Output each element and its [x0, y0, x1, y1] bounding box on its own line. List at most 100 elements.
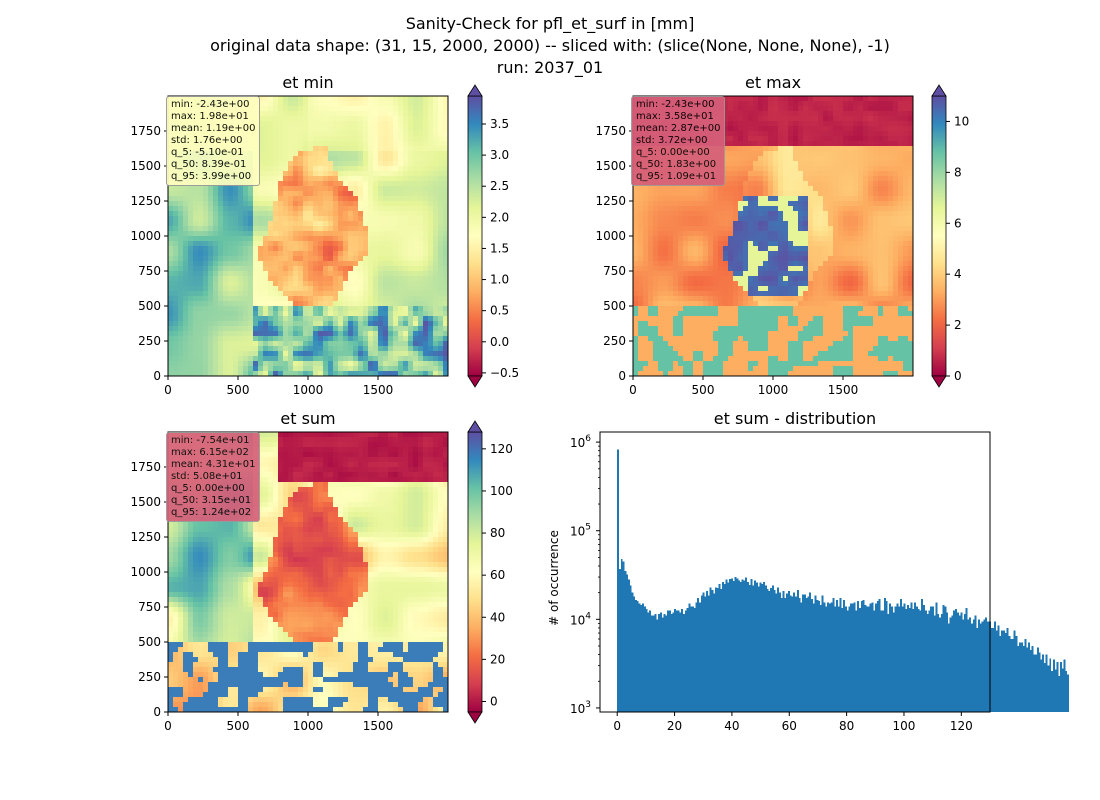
heatmap-cell [728, 231, 734, 237]
heatmap-cell [423, 351, 429, 357]
heatmap-cell [278, 366, 284, 372]
heatmap-cell [443, 201, 449, 207]
heatmap-cell [343, 336, 349, 342]
heatmap-cell [723, 146, 729, 152]
heatmap-cell [423, 291, 429, 297]
heatmap-cell [398, 136, 404, 142]
heatmap-cell [283, 156, 289, 162]
heatmap-cell [438, 341, 444, 347]
heatmap-cell [403, 231, 409, 237]
heatmap-cell [273, 131, 279, 137]
heatmap-cell [433, 276, 439, 282]
heatmap-cell [293, 361, 299, 367]
heatmap-cell [343, 101, 349, 107]
heatmap-cell [348, 151, 354, 157]
heatmap-cell [423, 276, 429, 282]
heatmap-cell [298, 176, 304, 182]
heatmap-cell [338, 251, 344, 257]
heatmap-cell [273, 236, 279, 242]
heatmap-cell [663, 241, 669, 247]
heatmap-cell [423, 176, 429, 182]
heatmap-cell [903, 151, 909, 157]
heatmap-cell [368, 151, 374, 157]
heatmap-cell [173, 206, 179, 212]
heatmap-cell [258, 101, 264, 107]
heatmap-cell [293, 301, 299, 307]
heatmap-cell [833, 171, 839, 177]
heatmap-cell [393, 306, 399, 312]
heatmap-cell [168, 241, 174, 247]
heatmap-cell [188, 201, 194, 207]
heatmap-cell [813, 241, 819, 247]
heatmap-cell [253, 201, 259, 207]
heatmap-cell [863, 96, 869, 102]
heatmap-cell [403, 131, 409, 137]
heatmap-cell [253, 256, 259, 262]
heatmap-cell [248, 321, 254, 327]
heatmap-cell [443, 151, 449, 157]
heatmap-cell [193, 266, 199, 272]
heatmap-cell [893, 181, 899, 187]
heatmap-cell [308, 236, 314, 242]
heatmap-cell [703, 241, 709, 247]
heatmap-cell [333, 246, 339, 252]
heatmap-cell [168, 356, 174, 362]
heatmap-cell [428, 141, 434, 147]
heatmap-cell [378, 106, 384, 112]
heatmap-cell [898, 181, 904, 187]
heatmap-cell [268, 261, 274, 267]
heatmap-cell [833, 221, 839, 227]
heatmap-cell [378, 291, 384, 297]
heatmap-cell [678, 246, 684, 252]
heatmap-cell [883, 121, 889, 127]
heatmap-cell [883, 206, 889, 212]
heatmap-cell [438, 281, 444, 287]
heatmap-cell [283, 141, 289, 147]
heatmap-cell [173, 346, 179, 352]
heatmap-cell [183, 311, 189, 317]
heatmap-cell [198, 246, 204, 252]
heatmap-cell [258, 271, 264, 277]
heatmap-cell [298, 126, 304, 132]
heatmap-cell [373, 236, 379, 242]
heatmap-cell [273, 196, 279, 202]
heatmap-cell [373, 271, 379, 277]
heatmap-cell [833, 136, 839, 142]
heatmap-cell [203, 371, 209, 377]
heatmap-cell [373, 191, 379, 197]
heatmap-cell [378, 241, 384, 247]
heatmap-cell [338, 321, 344, 327]
heatmap-cell [333, 186, 339, 192]
heatmap-cell [328, 296, 334, 302]
heatmap-cell [258, 311, 264, 317]
heatmap-cell [778, 196, 784, 202]
heatmap-cell [293, 271, 299, 277]
heatmap-cell [238, 211, 244, 217]
heatmap-cell [353, 276, 359, 282]
heatmap-cell [648, 191, 654, 197]
colorbar-extend-max [467, 84, 483, 97]
heatmap-cell [858, 176, 864, 182]
heatmap-cell [183, 271, 189, 277]
colorbar-tick-label: 3.5 [490, 117, 509, 131]
heatmap-cell [808, 101, 814, 107]
heatmap-cell [363, 296, 369, 302]
heatmap-cell [208, 321, 214, 327]
heatmap-cell [433, 331, 439, 337]
heatmap-cell [323, 341, 329, 347]
heatmap-cell [843, 116, 849, 122]
heatmap-cell [848, 241, 854, 247]
heatmap-cell [183, 266, 189, 272]
heatmap-cell [408, 131, 414, 137]
heatmap-cell [428, 176, 434, 182]
heatmap-cell [428, 151, 434, 157]
heatmap-cell [388, 106, 394, 112]
heatmap-cell [323, 296, 329, 302]
heatmap-cell [243, 311, 249, 317]
heatmap-cell [298, 246, 304, 252]
heatmap-cell [823, 146, 829, 152]
heatmap-cell [393, 181, 399, 187]
heatmap-cell [758, 111, 764, 117]
heatmap-cell [718, 186, 724, 192]
heatmap-cell [673, 236, 679, 242]
